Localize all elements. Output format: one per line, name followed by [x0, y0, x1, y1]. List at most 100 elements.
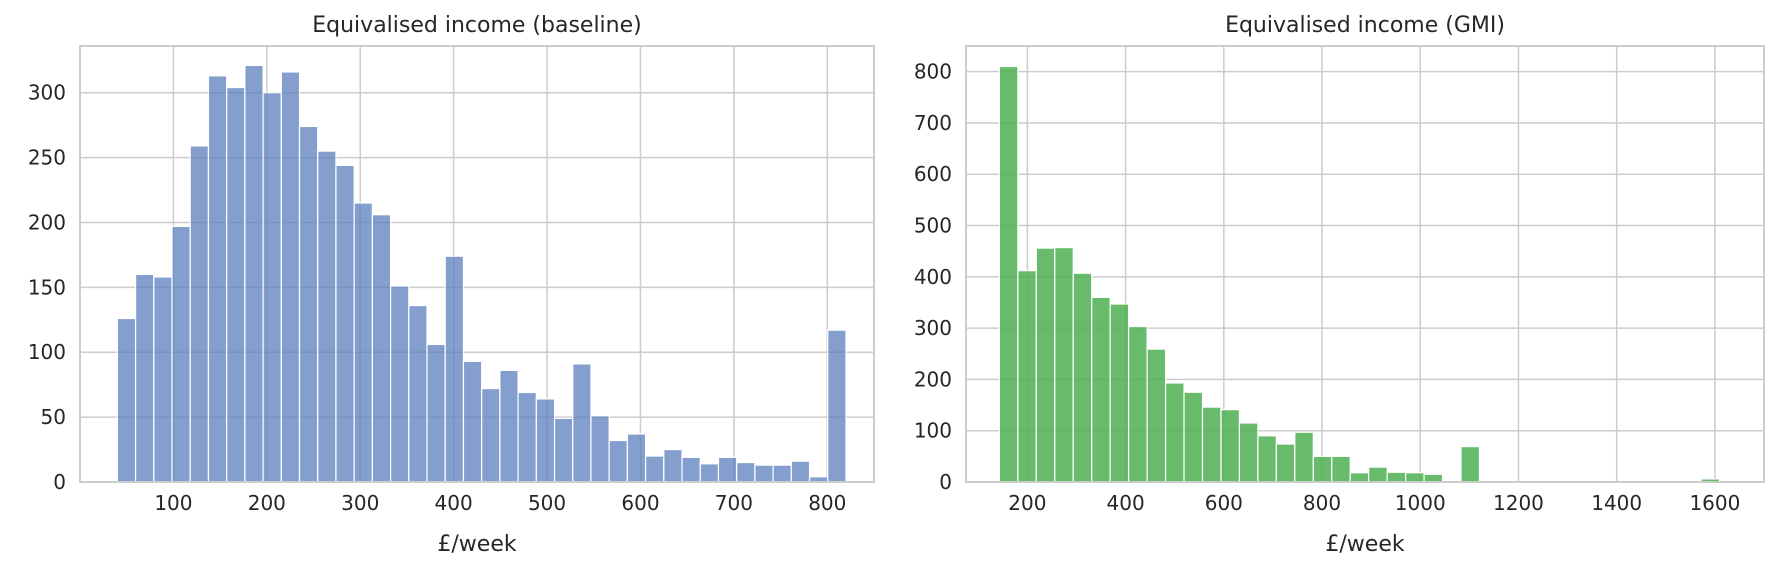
right-chart-title: Equivalised income (GMI)	[1225, 13, 1505, 38]
left-histogram-bar	[645, 455, 665, 483]
right-plot-frame	[965, 45, 1765, 483]
left-histogram-bar	[663, 448, 683, 483]
right-y-tick-label: 300	[914, 316, 952, 340]
right-histogram-bar	[1275, 443, 1296, 483]
left-histogram-bar	[408, 304, 428, 483]
right-histogram-bar	[1091, 296, 1111, 483]
right-histogram-bar	[1349, 472, 1370, 483]
left-histogram-bar	[717, 456, 738, 483]
right-x-tick-label: 200	[1008, 491, 1046, 515]
left-histogram-bar	[517, 391, 537, 483]
right-histogram-bar	[1257, 435, 1277, 483]
left-y-tick-label: 0	[53, 470, 66, 494]
left-histogram-bar	[535, 398, 556, 483]
left-histogram-bar	[371, 214, 392, 483]
left-x-tick-label: 500	[528, 491, 566, 515]
right-histogram-bar	[1183, 391, 1204, 483]
left-histogram-bar	[280, 71, 301, 483]
right-x-tick-label: 1400	[1591, 491, 1642, 515]
right-histogram-bar	[1035, 247, 1056, 483]
right-histogram-bar	[1054, 246, 1074, 483]
left-histogram-bar	[499, 369, 519, 483]
left-histogram-bar	[244, 64, 264, 483]
left-histogram-bar	[426, 343, 446, 483]
right-histogram-panel: Equivalised income (GMI) 200 400 600 800 100…	[914, 13, 1765, 557]
left-histogram-bar	[681, 456, 701, 483]
right-histogram-bar	[1164, 382, 1185, 483]
left-chart-title: Equivalised income (baseline)	[312, 13, 641, 38]
right-x-tick-label: 600	[1205, 491, 1243, 515]
right-y-tick-label: 500	[914, 214, 952, 238]
left-histogram-bar	[754, 464, 774, 483]
left-histogram-bar	[790, 460, 811, 483]
left-histogram-bar	[699, 463, 720, 483]
right-histogram-bar	[1109, 303, 1130, 483]
left-histogram-bar	[134, 273, 155, 483]
right-histogram-bar	[1331, 455, 1351, 483]
left-histogram-bar	[207, 75, 228, 483]
left-y-tick-label: 300	[28, 81, 66, 105]
right-y-tick-label: 800	[914, 60, 952, 84]
left-y-tick-label: 150	[28, 275, 66, 299]
left-y-tick-label: 250	[28, 146, 66, 170]
right-histogram-bar	[1017, 270, 1037, 483]
right-histogram-bar	[1312, 455, 1333, 483]
left-x-axis-label: £/week	[437, 532, 516, 557]
right-y-tick-label: 400	[914, 265, 952, 289]
left-histogram-bar	[116, 317, 137, 483]
left-y-tick-label: 200	[28, 210, 66, 234]
left-x-tick-label: 600	[621, 491, 659, 515]
left-histogram-bar	[317, 150, 337, 483]
right-histogram-bar	[1460, 446, 1481, 483]
left-histogram-bar	[736, 461, 756, 483]
left-histogram-bar	[298, 125, 319, 483]
left-histogram-bar	[444, 255, 465, 483]
left-histogram-panel: Equivalised income (baseline) 100 200 300 4…	[28, 13, 875, 557]
left-histogram-bar	[462, 360, 483, 483]
left-histogram-bar	[335, 164, 355, 483]
right-histogram-bar	[1146, 348, 1167, 483]
left-histogram-bar	[590, 415, 610, 483]
right-histogram-bar	[1423, 473, 1444, 483]
left-histogram-bar	[572, 363, 592, 483]
right-histogram-bar	[1201, 406, 1222, 483]
left-y-tick-label: 50	[41, 405, 66, 429]
right-histogram-bar	[1072, 272, 1093, 483]
left-histogram-bar	[171, 225, 191, 483]
left-histogram-bar	[608, 439, 628, 483]
left-histogram-bar	[481, 387, 501, 483]
left-y-tick-label: 100	[28, 340, 66, 364]
right-y-tick-label: 200	[914, 367, 952, 391]
right-y-tick-label: 600	[914, 162, 952, 186]
left-histogram-bar	[189, 145, 210, 483]
right-y-tick-label: 0	[939, 470, 952, 494]
right-histogram-bar	[1220, 409, 1241, 483]
left-histogram-bar	[553, 417, 574, 483]
left-histogram-bar	[772, 464, 792, 483]
right-histogram-bar	[1238, 422, 1259, 483]
right-histogram-bar	[998, 65, 1019, 483]
left-histogram-bar	[153, 276, 173, 483]
left-x-tick-label: 700	[715, 491, 753, 515]
left-histogram-bar	[827, 329, 847, 483]
left-x-tick-label: 800	[808, 491, 846, 515]
right-x-tick-label: 1600	[1689, 491, 1740, 515]
right-x-tick-label: 400	[1107, 491, 1145, 515]
right-y-tick-label: 700	[914, 111, 952, 135]
right-histogram-bar	[1294, 431, 1314, 483]
right-histogram-bar	[1368, 466, 1388, 483]
right-x-tick-label: 800	[1303, 491, 1341, 515]
right-histogram-bar	[1128, 325, 1148, 483]
left-x-tick-label: 400	[435, 491, 473, 515]
left-histogram-bar	[262, 92, 282, 483]
right-x-tick-label: 1200	[1493, 491, 1544, 515]
left-plot-frame	[79, 45, 875, 483]
right-y-tick-label: 100	[914, 419, 952, 443]
left-histogram-bar	[389, 285, 410, 483]
left-histogram-bar	[226, 86, 246, 483]
left-x-tick-label: 100	[154, 491, 192, 515]
left-histogram-bar	[353, 202, 373, 483]
right-histogram-bar	[1386, 471, 1407, 483]
right-x-tick-label: 1000	[1395, 491, 1446, 515]
